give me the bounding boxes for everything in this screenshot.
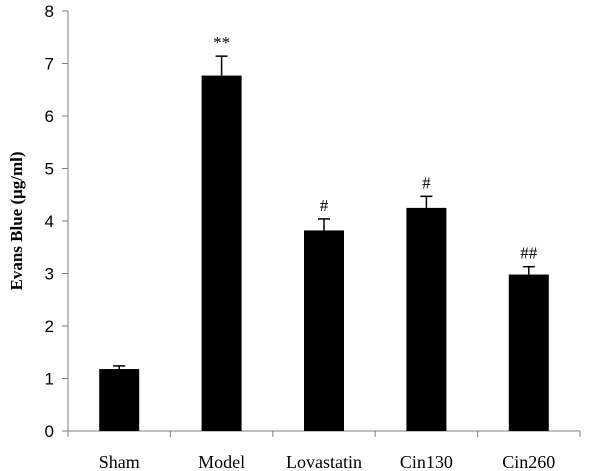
y-tick-label: 7 — [45, 55, 54, 74]
bars — [99, 55, 549, 431]
x-tick-label: Sham — [99, 452, 140, 471]
significance-annotation: ** — [213, 33, 230, 52]
y-tick-label: 8 — [45, 2, 54, 21]
x-tick-label: Cin130 — [400, 452, 453, 471]
x-tick-label: Cin260 — [502, 452, 555, 471]
significance-annotation: # — [320, 196, 329, 215]
y-tick-label: 2 — [45, 317, 54, 336]
significance-annotation: ## — [520, 244, 538, 263]
significance-annotation: # — [422, 173, 431, 192]
bar — [201, 75, 242, 431]
bar — [508, 274, 549, 431]
bar — [304, 230, 344, 431]
x-tick-label: Model — [198, 452, 245, 471]
x-tick-label: Lovastatin — [286, 452, 362, 471]
y-tick-label: 5 — [45, 160, 54, 179]
y-tick-label: 3 — [45, 265, 54, 284]
bar — [406, 207, 447, 431]
labels: 0 1 2 3 4 5 6 7 8 Sham Model ** Lovastatin # Cin130 # Ci… — [45, 2, 556, 471]
y-tick-label: 4 — [45, 212, 54, 231]
y-tick-label: 0 — [45, 422, 54, 441]
y-axis-label: Evans Blue (μg/ml) — [7, 151, 26, 290]
y-tick-label: 1 — [45, 370, 54, 389]
axes — [62, 10, 581, 437]
y-tick-label: 6 — [45, 107, 54, 126]
bar — [99, 369, 140, 431]
